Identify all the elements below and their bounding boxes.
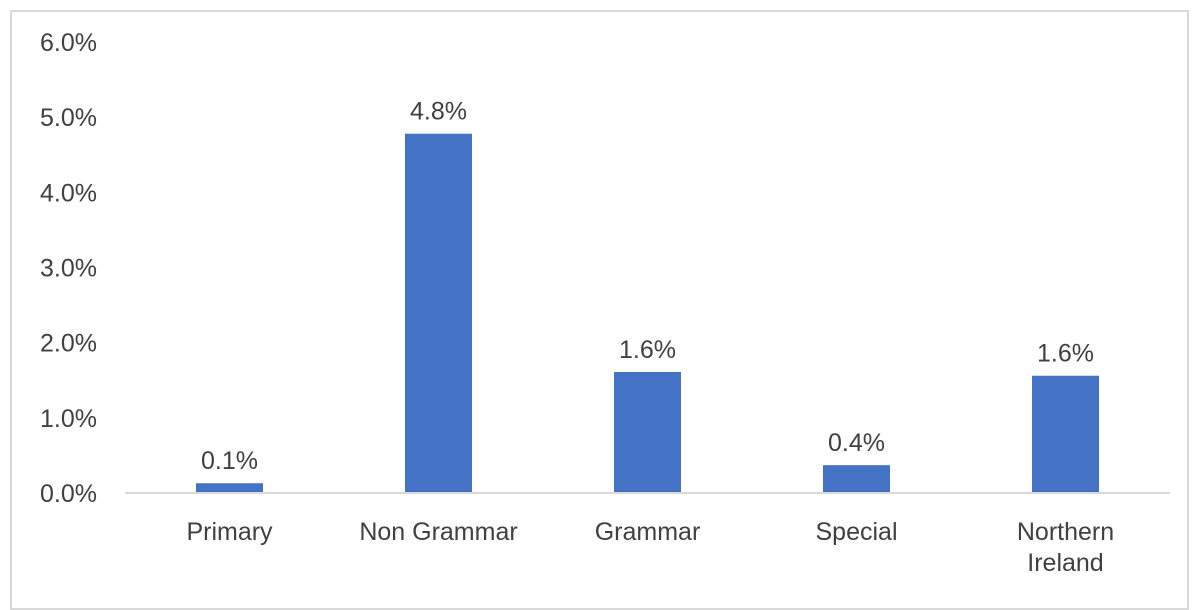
data-label: 1.6%	[1037, 340, 1094, 368]
bars	[196, 133, 1099, 493]
data-label: 4.8%	[410, 98, 467, 126]
bar	[405, 133, 472, 493]
bar-chart: 0.0% 1.0% 2.0% 3.0% 4.0% 5.0% 6.0% 0.1% 4.8% 1.6…	[40, 29, 1170, 577]
x-tick-label: Non Grammar	[359, 518, 517, 546]
y-tick-label: 2.0%	[40, 330, 97, 358]
data-label: 0.1%	[201, 447, 258, 475]
y-tick-label: 3.0%	[40, 255, 97, 283]
y-tick-label: 5.0%	[40, 104, 97, 132]
bar	[614, 371, 681, 493]
x-tick-label: Special	[816, 518, 898, 546]
y-tick-label: 4.0%	[40, 179, 97, 207]
y-axis-ticks: 0.0% 1.0% 2.0% 3.0% 4.0% 5.0% 6.0%	[40, 29, 97, 508]
bar	[823, 465, 890, 493]
data-label: 0.4%	[828, 429, 885, 457]
x-tick-label: Northern Ireland	[1017, 518, 1114, 577]
chart-frame	[10, 10, 1189, 610]
bar	[1032, 375, 1099, 493]
x-tick-label: Grammar	[595, 518, 701, 546]
x-tick-label: Primary	[186, 518, 273, 546]
data-label: 1.6%	[619, 336, 676, 364]
bar	[196, 483, 263, 493]
y-tick-label: 6.0%	[40, 29, 97, 57]
y-tick-label: 1.0%	[40, 405, 97, 433]
y-tick-label: 0.0%	[40, 480, 97, 508]
x-axis-labels: Primary Non Grammar Grammar Special Northern…	[186, 518, 1114, 577]
data-labels: 0.1% 4.8% 1.6% 0.4% 1.6%	[201, 98, 1094, 476]
